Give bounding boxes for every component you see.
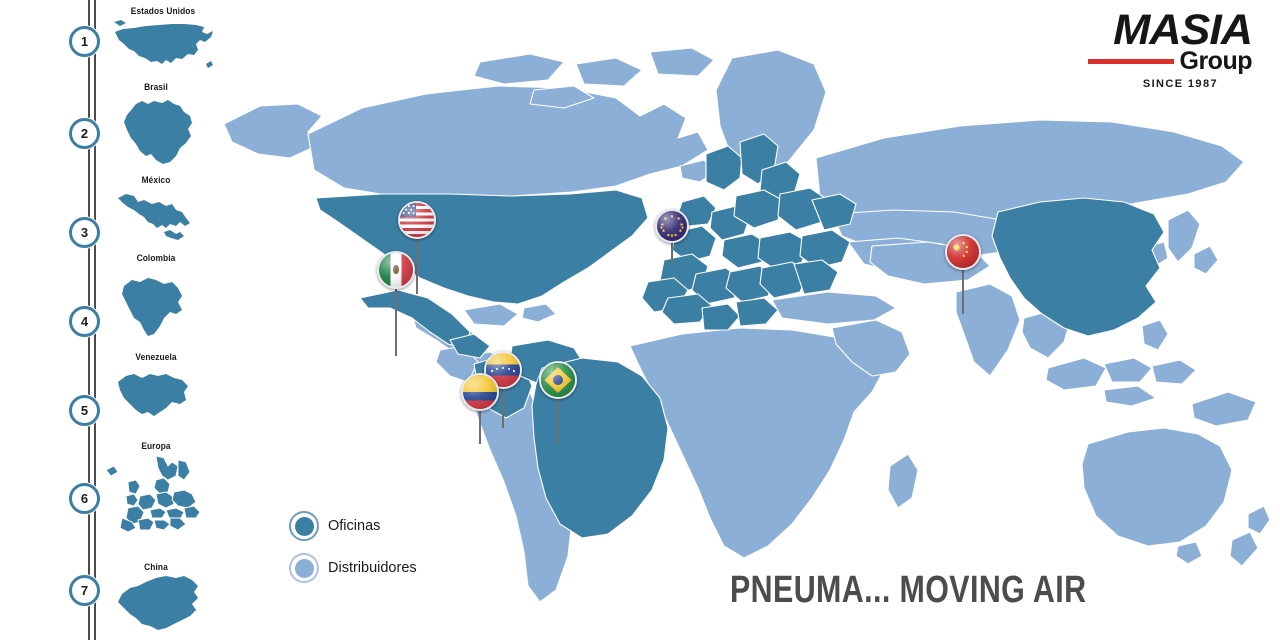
country-label-china: China [144,562,168,573]
country-label-estados-unidos: Estados Unidos [130,6,196,17]
logo-red-underline [1087,59,1174,64]
co-flag-icon [461,373,499,411]
country-shape-usa-icon [112,18,216,76]
mx-flag-icon [377,251,415,289]
step-badge-5[interactable]: 5 [69,395,100,426]
country-shape-china-icon [112,572,204,634]
legend-item-distribuidores: Distribuidores [289,550,417,586]
country-label-venezuela: Venezuela [135,352,177,363]
map-pin-brasil[interactable] [539,361,577,444]
map-pin-europa[interactable] [655,209,689,266]
country-shape-brazil-icon [118,96,196,166]
logo-brand-sub: Group [1179,47,1253,75]
step-badge-2[interactable]: 2 [69,118,100,149]
step-badge-7[interactable]: 7 [69,575,100,606]
country-shape-mexico-icon [114,190,194,252]
step-badge-4[interactable]: 4 [69,306,100,337]
logo-since-text: SINCE 1987 [1142,78,1218,90]
cn-flag-icon [945,234,981,270]
us-flag-icon [398,201,436,239]
br-flag-icon [539,361,577,399]
country-label-brasil: Brasil [144,82,168,93]
map-legend: Oficinas Distribuidores [289,508,417,592]
legend-marker-distribuidores [289,553,319,583]
country-label-europa: Europa [141,441,171,452]
country-label-colombia: Colombia [136,253,176,264]
step-badge-6[interactable]: 6 [69,483,100,514]
map-pin-mexico[interactable] [377,251,415,356]
map-distributor-regions [223,47,1271,603]
country-shape-europe-icon [98,452,210,534]
country-timeline-sidebar: 1 Estados Unidos 2 Brasil 3 México [0,0,220,640]
map-pin-china[interactable] [945,234,981,314]
map-pin-colombia[interactable] [461,373,499,444]
map-pin-estados-unidos[interactable] [398,201,436,294]
masia-group-logo: MASIA Group SINCE 1987 [1062,8,1253,90]
country-label-mexico: México [141,175,171,186]
logo-brand-name: MASIA [1113,6,1253,54]
legend-label-oficinas: Oficinas [328,518,381,534]
world-map [212,46,1280,606]
legend-item-oficinas: Oficinas [289,508,417,544]
country-shape-venezuela-icon [114,366,194,428]
legend-label-distribuidores: Distribuidores [328,560,417,576]
step-badge-3[interactable]: 3 [69,217,100,248]
eu-flag-icon [655,209,689,243]
legend-marker-oficinas [289,511,319,541]
step-badge-1[interactable]: 1 [69,26,100,57]
world-map-svg [223,47,1271,603]
logo-second-row: Group [1062,49,1252,74]
tagline-pneuma-moving-air: PNEUMA... MOVING AIR [730,569,1087,611]
country-shape-colombia-icon [118,268,190,340]
